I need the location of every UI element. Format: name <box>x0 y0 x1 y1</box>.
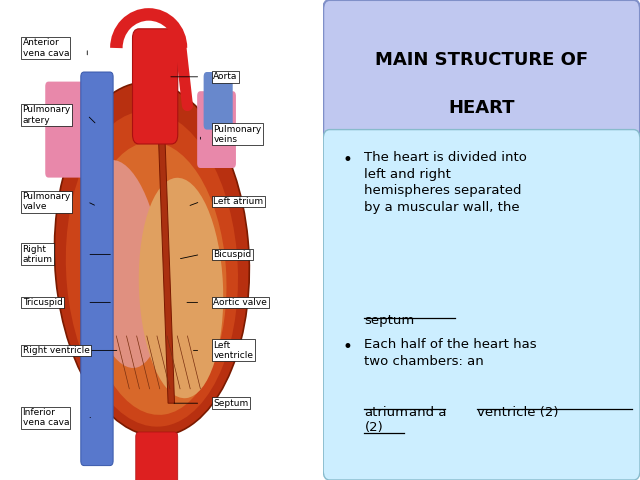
FancyBboxPatch shape <box>45 82 97 178</box>
Text: Left
ventricle: Left ventricle <box>213 341 253 360</box>
Ellipse shape <box>66 111 238 427</box>
Text: Bicuspid: Bicuspid <box>213 250 252 259</box>
FancyBboxPatch shape <box>197 91 236 168</box>
Ellipse shape <box>139 178 223 398</box>
Text: •: • <box>342 151 352 169</box>
Text: Pulmonary
artery: Pulmonary artery <box>22 106 71 125</box>
Text: Tricuspid: Tricuspid <box>22 298 63 307</box>
Text: •: • <box>342 338 352 356</box>
Ellipse shape <box>54 82 250 436</box>
Text: Right ventricle: Right ventricle <box>22 346 90 355</box>
FancyBboxPatch shape <box>81 72 113 466</box>
Text: Left atrium: Left atrium <box>213 197 264 206</box>
Text: and a: and a <box>409 406 446 419</box>
Ellipse shape <box>84 142 227 415</box>
FancyBboxPatch shape <box>136 432 178 480</box>
Text: HEART: HEART <box>449 99 515 117</box>
Text: Inferior
vena cava: Inferior vena cava <box>22 408 69 427</box>
Polygon shape <box>158 134 175 403</box>
Ellipse shape <box>82 160 164 368</box>
FancyBboxPatch shape <box>204 72 233 130</box>
Text: The heart is divided into
left and right
hemispheres separated
by a muscular wal: The heart is divided into left and right… <box>364 151 527 214</box>
Text: atrium
(2): atrium (2) <box>364 406 408 433</box>
Text: Septum: Septum <box>213 399 248 408</box>
FancyBboxPatch shape <box>323 0 640 139</box>
Text: Pulmonary
valve: Pulmonary valve <box>22 192 71 211</box>
FancyBboxPatch shape <box>132 29 178 144</box>
FancyBboxPatch shape <box>323 130 640 480</box>
Text: ventricle (2): ventricle (2) <box>477 406 558 419</box>
Text: Aorta: Aorta <box>213 72 237 81</box>
Text: Pulmonary
veins: Pulmonary veins <box>213 125 262 144</box>
Text: MAIN STRUCTURE OF: MAIN STRUCTURE OF <box>375 51 588 69</box>
Text: Each half of the heart has
two chambers: an: Each half of the heart has two chambers:… <box>364 338 537 368</box>
Text: septum: septum <box>364 314 415 327</box>
Text: Right
atrium: Right atrium <box>22 245 52 264</box>
Text: Aortic valve: Aortic valve <box>213 298 267 307</box>
Text: Anterior
vena cava: Anterior vena cava <box>22 38 69 58</box>
